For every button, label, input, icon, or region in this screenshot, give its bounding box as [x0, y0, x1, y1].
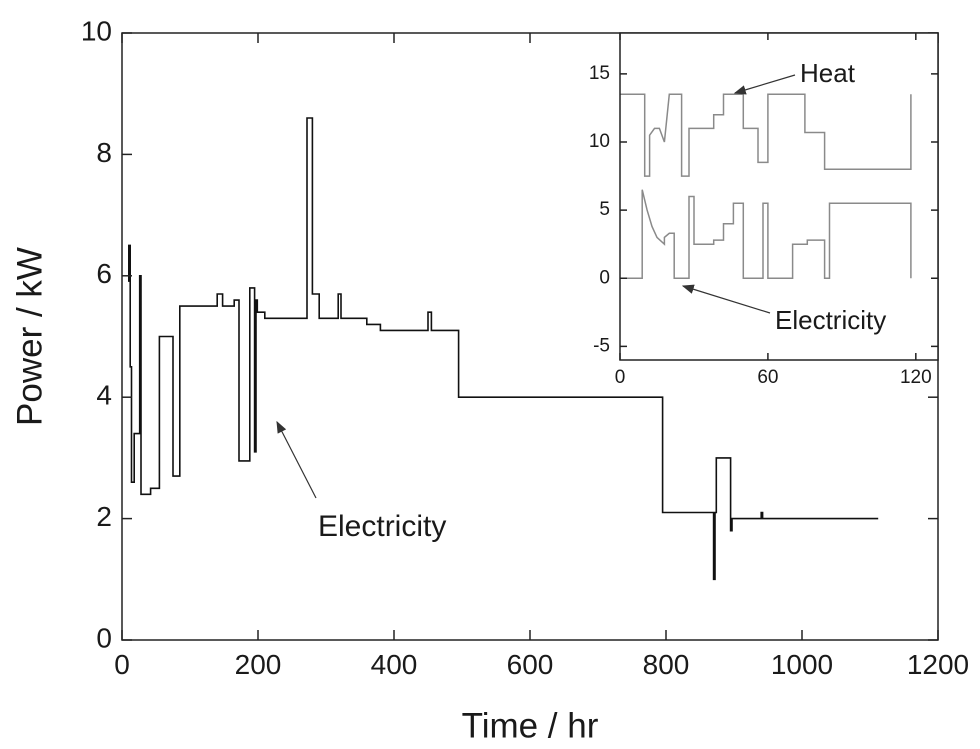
y-tick-label: 0	[599, 267, 610, 288]
y-tick-label: 15	[589, 63, 610, 84]
x-tick-label: 600	[507, 649, 554, 680]
annotation: Heat	[800, 58, 856, 88]
x-tick-label: 1000	[771, 649, 833, 680]
annotation: Electricity	[318, 510, 446, 543]
annotation-arrow	[276, 420, 317, 499]
y-axis-label: Power / kW	[10, 247, 49, 426]
annotation: Electricity	[775, 305, 886, 335]
x-tick-label: 400	[371, 649, 418, 680]
x-tick-label: 60	[757, 367, 778, 388]
y-tick-label: 10	[81, 15, 112, 46]
y-tick-label: 2	[96, 501, 112, 532]
x-tick-label: 200	[235, 649, 282, 680]
x-tick-label: 120	[900, 367, 932, 388]
y-tick-label: 0	[96, 622, 112, 653]
series-line	[128, 117, 879, 581]
x-tick-label: 0	[615, 367, 626, 388]
plot-frame	[619, 32, 939, 361]
plot-area	[620, 33, 938, 360]
x-axis-label: Time / hr	[462, 706, 599, 745]
annotation-arrow	[681, 284, 771, 314]
y-tick-label: 4	[96, 380, 112, 411]
series-line	[620, 189, 912, 280]
y-tick-label: 10	[589, 131, 610, 152]
x-tick-label: 1200	[907, 649, 969, 680]
series-line	[620, 93, 912, 177]
y-tick-label: -5	[593, 335, 610, 356]
annotation-arrow	[733, 74, 796, 95]
y-tick-label: 8	[96, 137, 112, 168]
x-tick-label: 800	[643, 649, 690, 680]
y-tick-label: 6	[96, 258, 112, 289]
x-tick-label: 0	[114, 649, 130, 680]
y-tick-label: 5	[599, 199, 610, 220]
